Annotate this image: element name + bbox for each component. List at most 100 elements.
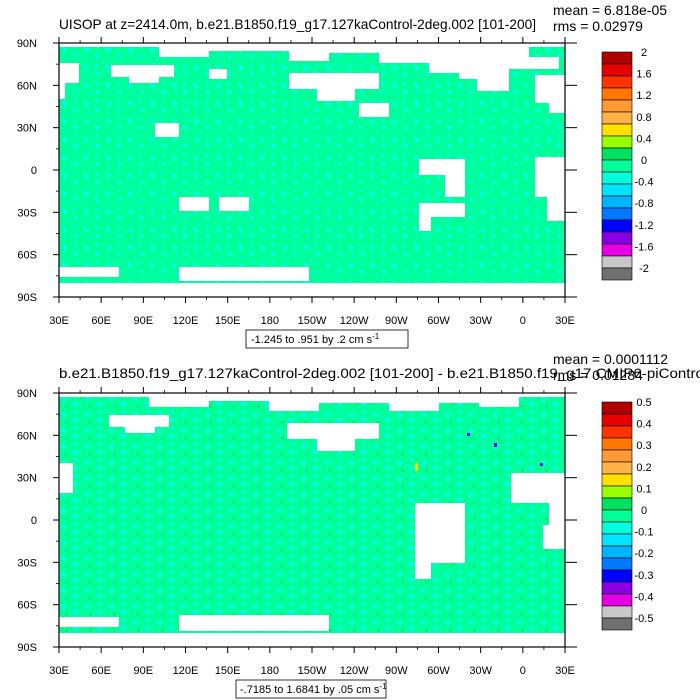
x-tick-label: 120W bbox=[340, 315, 369, 327]
colorbar-label: -0.2 bbox=[635, 548, 654, 560]
stats-mean: mean = 6.818e-05 bbox=[553, 2, 667, 18]
colorbar-swatch bbox=[601, 243, 633, 257]
range-info-sup: -1 bbox=[372, 332, 380, 341]
map-frame: 30E 60E 90E 120E 150E 180 150W 120W 90W 60W 30W 0 30… bbox=[17, 37, 577, 327]
colorbar-swatch bbox=[601, 135, 633, 149]
colorbar-swatch bbox=[601, 617, 633, 631]
colorbar-label: 0.4 bbox=[636, 133, 651, 145]
map-frame: 30E 60E 90E 120E 150E 180 150W 120W 90W 60W 30W 0 30… bbox=[17, 387, 577, 677]
x-tick-label: 30E bbox=[49, 665, 69, 677]
colorbar-swatch bbox=[601, 195, 633, 209]
range-info-sup: -1 bbox=[379, 682, 387, 691]
panel-bottom: b.e21.B1850.f19_g17.127kaControl-2deg.00… bbox=[17, 351, 700, 699]
colorbar-label: 0.4 bbox=[636, 419, 651, 431]
colorbar-swatch bbox=[601, 401, 633, 415]
anomaly-specks bbox=[415, 433, 543, 471]
x-tick-label: 30E bbox=[49, 315, 69, 327]
x-tick-label: 0 bbox=[520, 315, 526, 327]
x-tick-label: 60W bbox=[427, 315, 450, 327]
colorbar-swatch bbox=[601, 413, 633, 427]
range-info: -1.245 to .951 by .2 cm s-1 bbox=[251, 332, 380, 346]
x-tick-label: 90E bbox=[134, 315, 154, 327]
colorbar-swatch bbox=[601, 207, 633, 221]
x-tick-label: 150E bbox=[215, 665, 241, 677]
y-tick-label: 60N bbox=[17, 430, 37, 442]
range-box: -.7185 to 1.6841 by .05 cm s-1 bbox=[235, 679, 387, 699]
y-tick-label: 90N bbox=[17, 388, 37, 400]
colorbar-swatch bbox=[601, 75, 633, 89]
colorbar: 0.5 0.4 0.3 0.2 0.1 0 -0.1 -0.2 -0.3 -0.4 -0.5 bbox=[601, 397, 654, 631]
map: 30E 60E 90E 120E 150E 180 150W 120W 90W 60W 30W 0 30… bbox=[17, 387, 577, 677]
colorbar-swatch bbox=[601, 593, 633, 607]
colorbar-swatch bbox=[601, 231, 633, 245]
colorbar-label: -1.2 bbox=[635, 220, 654, 232]
stats-mean: mean = 0.0001112 bbox=[553, 351, 668, 367]
map: 30E 60E 90E 120E 150E 180 150W 120W 90W 60W 30W 0 30… bbox=[17, 37, 577, 327]
x-tick-label: 60W bbox=[427, 665, 450, 677]
colorbar-swatch bbox=[601, 99, 633, 113]
colorbar-label: 1.2 bbox=[636, 90, 651, 102]
stats-rms: rms = 0.02979 bbox=[553, 18, 643, 34]
colorbar-label: -0.3 bbox=[635, 570, 654, 582]
range-info: -.7185 to 1.6841 by .05 cm s-1 bbox=[240, 682, 387, 696]
x-tick-label: 120E bbox=[173, 315, 199, 327]
range-info-text: -.7185 to 1.6841 by .05 cm s bbox=[240, 684, 380, 696]
colorbar-label: 0.1 bbox=[636, 483, 651, 495]
x-tick-label: 120W bbox=[340, 665, 369, 677]
colorbar-swatch bbox=[601, 545, 633, 559]
colorbar-swatch bbox=[601, 51, 633, 65]
y-tick-label: 30N bbox=[17, 473, 37, 485]
colorbar-label: 2 bbox=[641, 47, 647, 59]
range-box: -1.245 to .951 by .2 cm s-1 bbox=[245, 329, 409, 349]
colorbar-swatch bbox=[601, 63, 633, 77]
colorbar-swatch bbox=[601, 111, 633, 125]
colorbar-swatch bbox=[601, 123, 633, 137]
colorbar-swatch bbox=[601, 183, 633, 197]
colorbar-label: 0 bbox=[641, 505, 647, 517]
colorbar-swatch bbox=[601, 437, 633, 451]
x-tick-label: 120E bbox=[173, 665, 199, 677]
x-tick-label: 30W bbox=[469, 315, 492, 327]
colorbar-swatch bbox=[601, 533, 633, 547]
x-tick-label: 90W bbox=[385, 315, 408, 327]
x-tick-label: 90E bbox=[134, 665, 154, 677]
colorbar-swatch bbox=[601, 473, 633, 487]
colorbar-label: -0.5 bbox=[635, 613, 654, 625]
x-tick-label: 60E bbox=[91, 315, 111, 327]
colorbar-swatch bbox=[601, 605, 633, 619]
colorbar-swatch bbox=[601, 147, 633, 161]
colorbar-label: -0.4 bbox=[635, 177, 654, 189]
y-tick-label: 30N bbox=[17, 123, 37, 135]
y-tick-label: 60N bbox=[17, 80, 37, 92]
colorbar: 2 1.6 1.2 0.8 0.4 0 -0.4 -0.8 -1.2 -1.6 -2 bbox=[601, 47, 654, 281]
colorbar-label: 0.3 bbox=[636, 440, 651, 452]
colorbar-label: 1.6 bbox=[636, 69, 651, 81]
colorbar-label: 0.8 bbox=[636, 112, 651, 124]
masked-land bbox=[59, 393, 565, 647]
colorbar-swatch bbox=[601, 521, 633, 535]
y-tick-label: 0 bbox=[31, 165, 37, 177]
x-tick-label: 150W bbox=[298, 665, 327, 677]
colorbar-swatch bbox=[601, 219, 633, 233]
x-tick-label: 180 bbox=[261, 315, 279, 327]
x-tick-label: 60E bbox=[91, 665, 111, 677]
y-tick-label: 30S bbox=[17, 557, 37, 569]
colorbar-label: -0.1 bbox=[635, 527, 654, 539]
colorbar-label: 0.2 bbox=[636, 462, 651, 474]
colorbar-swatch bbox=[601, 569, 633, 583]
colorbar-swatch bbox=[601, 171, 633, 185]
masked-land bbox=[59, 43, 565, 297]
colorbar-swatch bbox=[601, 485, 633, 499]
y-tick-label: 60S bbox=[17, 250, 37, 262]
range-info-text: -1.245 to .951 by .2 cm s bbox=[251, 334, 373, 346]
x-tick-label: 150W bbox=[298, 315, 327, 327]
colorbar-label: -1.6 bbox=[635, 241, 654, 253]
colorbar-swatch bbox=[601, 581, 633, 595]
y-tick-label: 60S bbox=[17, 600, 37, 612]
x-tick-label: 150E bbox=[215, 315, 241, 327]
colorbar-label: -2 bbox=[639, 263, 649, 275]
x-tick-label: 30E bbox=[555, 315, 575, 327]
colorbar-swatch bbox=[601, 159, 633, 173]
panel-top: UISOP at z=2414.0m, b.e21.B1850.f19_g17.… bbox=[17, 2, 667, 349]
